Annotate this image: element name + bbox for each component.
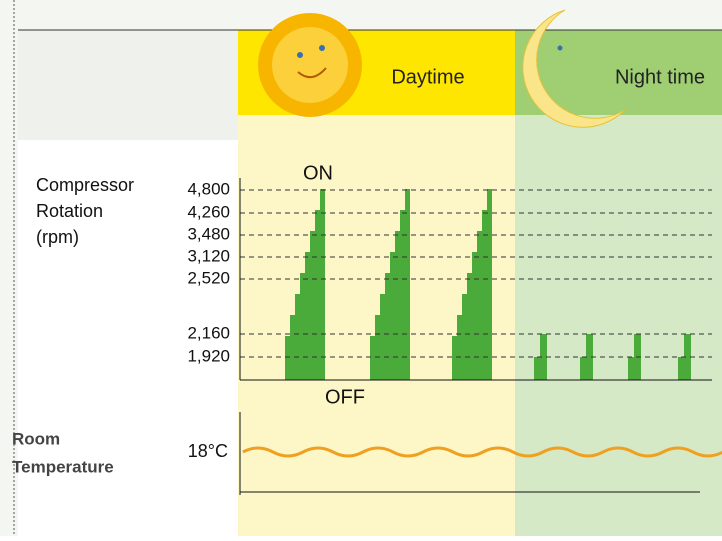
compressor-step: [452, 336, 457, 380]
on-label: ON: [303, 162, 333, 184]
y-tick-label: 2,520: [187, 268, 230, 287]
compressor-step: [457, 315, 462, 380]
compressor-step: [310, 231, 315, 380]
y-tick-label: 3,480: [187, 224, 230, 243]
compressor-step: [380, 294, 385, 380]
compressor-step: [395, 231, 400, 380]
compressor-pulse: [628, 357, 634, 380]
compressor-step: [487, 189, 492, 380]
night-label: Night time: [615, 66, 705, 88]
compressor-step: [305, 252, 310, 380]
compressor-step: [390, 252, 395, 380]
compressor-step: [477, 231, 482, 380]
temp-tick: 18°C: [188, 441, 228, 461]
compressor-step: [285, 336, 290, 380]
y-tick-label: 4,260: [187, 202, 230, 221]
rotation-title: Compressor: [36, 175, 134, 195]
temp-title: Temperature: [12, 457, 114, 476]
compressor-step: [467, 273, 472, 380]
compressor-pulse: [534, 357, 540, 380]
compressor-step: [405, 189, 410, 380]
rotation-title: Rotation: [36, 201, 103, 221]
compressor-pulse: [580, 357, 586, 380]
compressor-step: [385, 273, 390, 380]
compressor-step: [290, 315, 295, 380]
header-left: [18, 30, 238, 140]
compressor-step: [462, 294, 467, 380]
diagram: Daytime Night time ON OFF Room Temperatu…: [0, 0, 722, 536]
compressor-step: [375, 315, 380, 380]
compressor-step: [320, 189, 325, 380]
off-label: OFF: [325, 386, 365, 408]
y-tick-label: 2,160: [187, 323, 230, 342]
compressor-step: [295, 294, 300, 380]
y-tick-label: 3,120: [187, 246, 230, 265]
compressor-step: [472, 252, 477, 380]
compressor-pulse: [678, 357, 684, 380]
day-label: Daytime: [391, 66, 464, 88]
compressor-step: [370, 336, 375, 380]
y-tick-label: 1,920: [187, 346, 230, 365]
sun: [258, 13, 362, 117]
compressor-step: [300, 273, 305, 380]
temp-title: Room: [12, 429, 60, 448]
night-area: [515, 115, 722, 536]
y-tick-label: 4,800: [187, 179, 230, 198]
rotation-title: (rpm): [36, 227, 79, 247]
